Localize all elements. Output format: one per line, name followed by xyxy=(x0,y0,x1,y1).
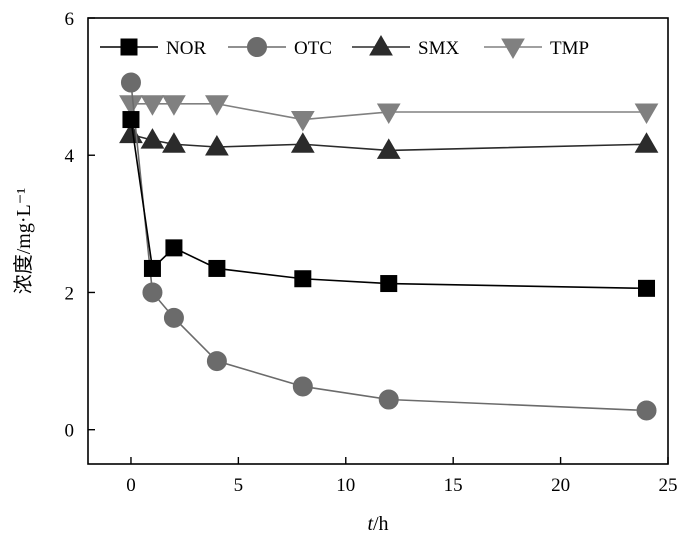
series-smx xyxy=(119,122,659,159)
data-point-otc xyxy=(378,389,399,410)
data-point-otc xyxy=(636,400,657,421)
x-tick-label: 0 xyxy=(126,475,136,496)
legend-marker-otc xyxy=(247,37,267,57)
x-tick-label: 10 xyxy=(336,475,355,496)
data-point-tmp xyxy=(290,111,315,132)
y-axis-title: 浓度/mg·L⁻¹ xyxy=(12,188,35,295)
legend-marker-tmp xyxy=(501,38,525,59)
data-point-tmp xyxy=(162,95,186,116)
plot-frame xyxy=(87,17,669,465)
y-tick-label: 6 xyxy=(65,9,75,30)
legend-label-nor: NOR xyxy=(166,38,206,59)
legend-label-tmp: TMP xyxy=(550,38,589,59)
x-tick-label: 25 xyxy=(659,475,678,496)
data-point-smx xyxy=(162,132,186,153)
x-tick-label: 15 xyxy=(444,475,463,496)
x-tick-label: 20 xyxy=(551,475,570,496)
data-point-nor xyxy=(208,259,226,277)
data-point-otc xyxy=(163,307,184,328)
series-tmp xyxy=(119,95,659,132)
x-axis-title-variable: t xyxy=(367,513,373,535)
x-axis-title: t/h xyxy=(367,513,388,535)
series-layer xyxy=(119,72,659,421)
legend-item-tmp: TMP xyxy=(484,38,589,59)
data-point-tmp xyxy=(376,103,401,125)
y-axis: 0 2 4 6 xyxy=(65,9,95,442)
data-point-otc xyxy=(142,282,163,303)
legend: NOR OTC SMX TMP xyxy=(100,35,589,59)
data-point-nor xyxy=(122,111,140,129)
y-tick-label: 2 xyxy=(65,283,75,304)
data-point-otc xyxy=(120,72,141,93)
data-point-nor xyxy=(638,279,656,297)
data-point-tmp xyxy=(119,95,143,116)
data-point-smx xyxy=(634,132,659,153)
data-point-tmp xyxy=(205,95,229,116)
x-axis-title-unit: /h xyxy=(373,513,389,535)
legend-item-smx: SMX xyxy=(352,35,459,59)
data-point-smx xyxy=(376,138,401,159)
data-point-tmp xyxy=(140,95,165,116)
data-point-otc xyxy=(292,376,313,397)
legend-label-smx: SMX xyxy=(418,38,459,59)
legend-marker-smx xyxy=(369,35,393,56)
data-point-smx xyxy=(140,128,165,149)
x-tick-label: 5 xyxy=(234,475,244,496)
x-axis: 0 5 10 15 20 25 xyxy=(126,457,678,496)
legend-item-nor: NOR xyxy=(100,38,206,59)
data-point-otc xyxy=(206,351,227,372)
data-point-nor xyxy=(380,275,398,293)
legend-marker-nor xyxy=(120,38,138,56)
plot-border xyxy=(87,17,669,465)
legend-label-otc: OTC xyxy=(294,38,332,59)
y-tick-label: 0 xyxy=(65,421,75,442)
data-point-nor xyxy=(294,270,312,288)
data-point-smx xyxy=(205,134,229,156)
series-nor xyxy=(122,111,656,297)
data-point-tmp xyxy=(634,103,659,125)
data-point-smx xyxy=(290,132,315,153)
y-tick-label: 4 xyxy=(65,146,75,167)
series-otc xyxy=(120,72,657,421)
data-point-nor xyxy=(165,239,183,257)
legend-item-otc: OTC xyxy=(228,37,332,59)
data-point-nor xyxy=(143,259,161,277)
